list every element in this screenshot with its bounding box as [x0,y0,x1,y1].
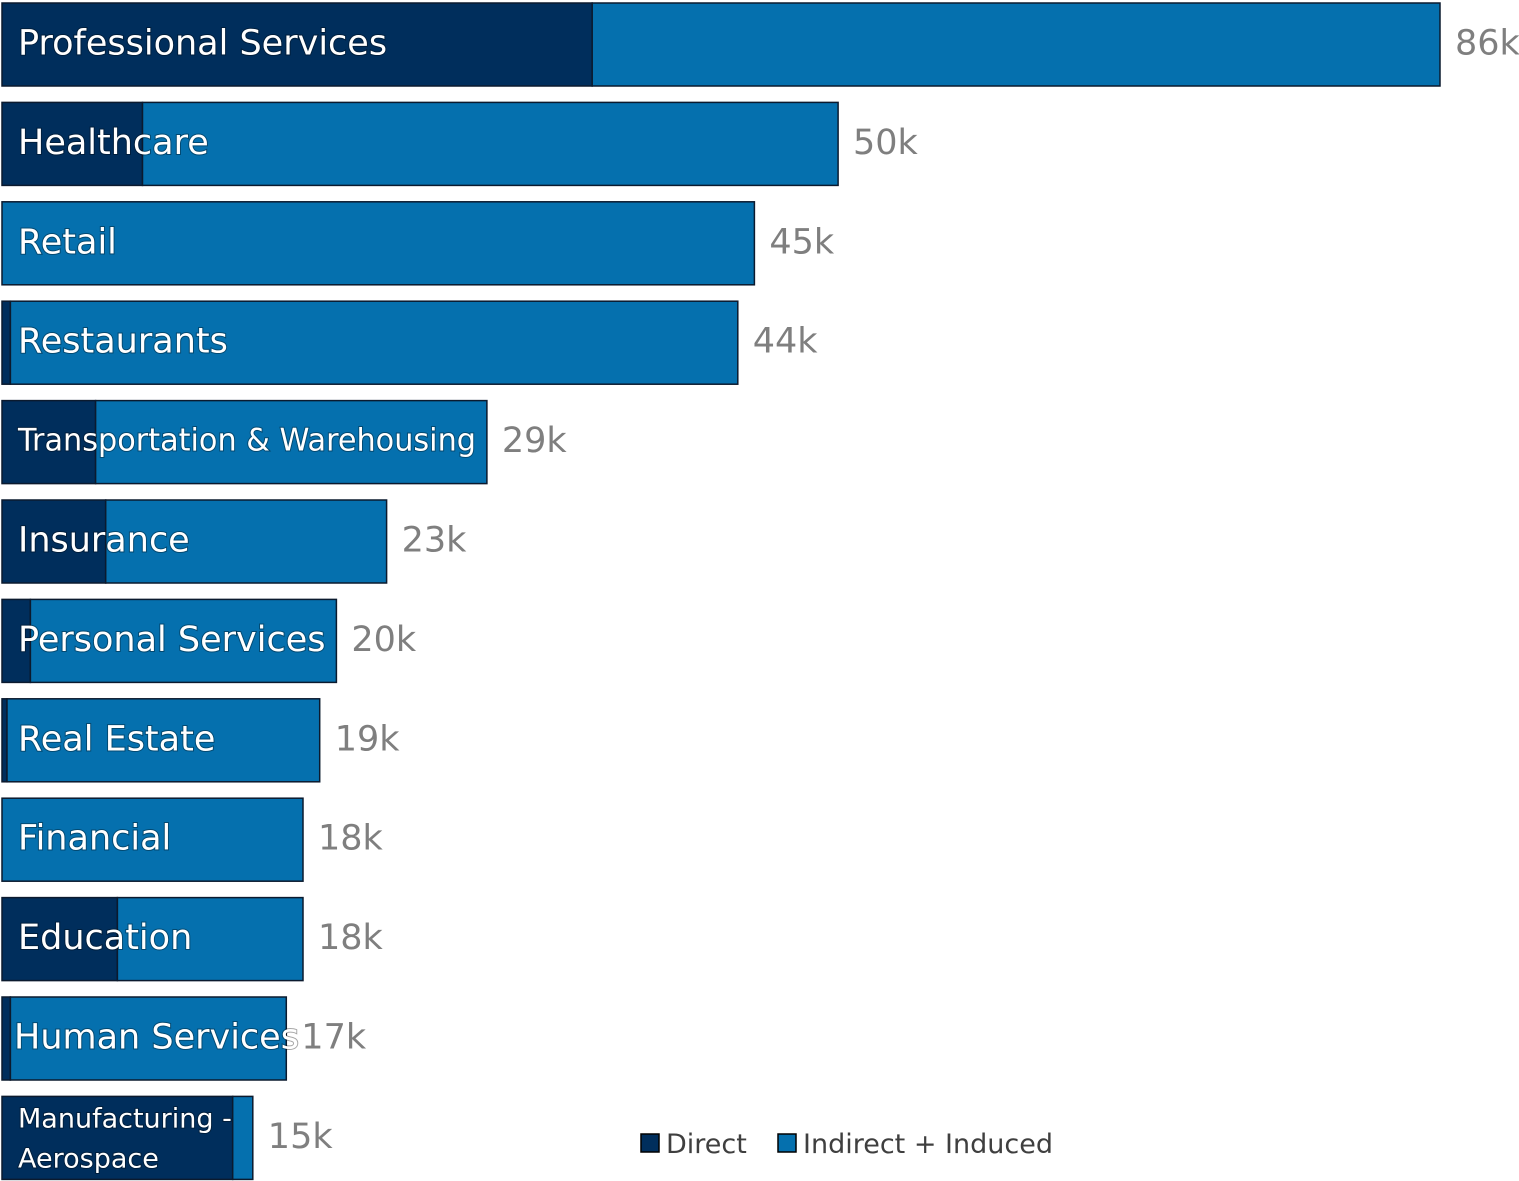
value-labels-group: 86k 50k 45k 44k 29k 23k 20k 19k 18k 18k 17k 15k [268,24,1519,1157]
bar-financial-indirect-induced [1,797,304,882]
value-label-retail: 45k [769,222,835,262]
bar-manufacturing-aerospace-indirect-induced [231,1095,254,1181]
value-label-real-estate: 19k [335,719,401,759]
value-label-personal-services: 20k [351,620,417,660]
bar-retail-indirect-induced [1,201,756,286]
category-label-restaurants: Restaurants [18,322,228,362]
value-label-education: 18k [318,918,384,958]
category-label-healthcare: Healthcare [18,123,209,163]
legend-label-indirect-induced: Indirect + Induced [803,1129,1053,1160]
bar-personal-services-indirect-induced [29,598,338,684]
value-label-insurance: 23k [402,521,468,561]
bar-restaurants-indirect-induced [9,300,739,385]
legend-label-direct: Direct [666,1129,747,1160]
bar-real-estate-indirect-induced [6,698,321,783]
value-label-human-services: 17k [301,1018,367,1058]
value-label-financial: 18k [318,819,384,859]
value-label-healthcare: 50k [853,123,919,163]
bar-education-direct [1,896,119,982]
legend-swatch-indirect-induced [777,1133,797,1153]
value-label-restaurants: 44k [753,322,819,362]
bar-healthcare-indirect-induced [141,101,839,187]
bar-professional-services-direct [1,2,593,87]
bar-personal-services-direct [1,598,32,684]
bar-restaurants-direct [1,300,12,385]
category-label-financial: Financial [18,819,171,859]
category-label-human-services: Human Services [14,1018,299,1058]
bar-insurance-direct [1,499,107,584]
value-label-professional-services: 86k [1455,24,1519,64]
category-label-transportation-and-warehousing: Transportation & Warehousing [17,423,476,459]
bar-human-services-indirect-induced [9,996,288,1081]
bar-healthcare-direct [1,101,144,187]
bar-insurance-indirect-induced [104,499,388,584]
category-label-retail: Retail [18,222,117,262]
category-label-real-estate: Real Estate [18,719,215,759]
legend: Direct Indirect + Induced [640,1129,1053,1160]
bars-group [1,2,1441,1181]
category-label-insurance: Insurance [18,521,190,561]
bar-education-indirect-induced [116,896,304,982]
bar-human-services-direct [1,996,12,1081]
bar-professional-services-indirect-induced [591,2,1441,87]
category-label-education: Education [18,918,192,958]
value-label-manufacturing-aerospace: 15k [268,1117,334,1157]
legend-swatch-direct [640,1133,660,1153]
category-label-personal-services: Personal Services [18,620,326,660]
bar-transportation-and-warehousing-direct [1,399,97,485]
category-label-manufacturing-aerospace: Manufacturing -Aerospace [18,1103,232,1174]
bar-transportation-and-warehousing-indirect-induced [94,399,488,485]
value-label-transportation-and-warehousing: 29k [502,421,568,461]
category-labels-group: Professional Services Healthcare Retail Res… [13,23,477,1176]
category-label-professional-services: Professional Services [18,24,387,64]
